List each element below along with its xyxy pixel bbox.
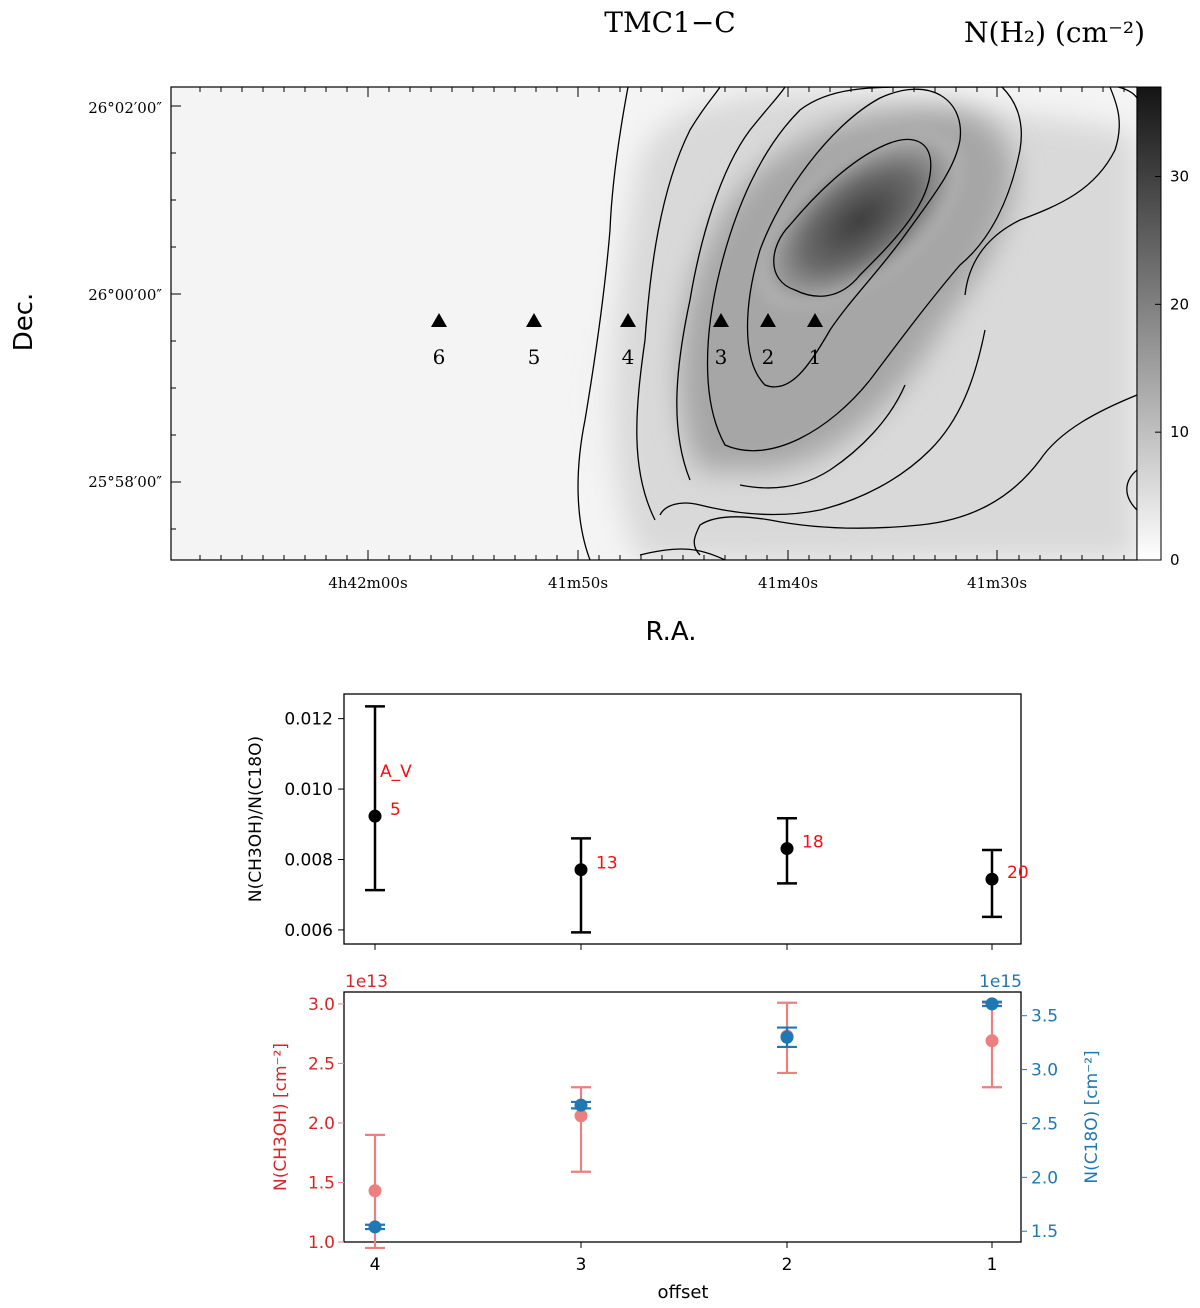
colorbar-tick-label: 20 (1170, 295, 1189, 313)
ratio-point (368, 809, 382, 823)
position-marker (713, 313, 729, 327)
av-annotation: 18 (802, 833, 824, 853)
ch3oh-ytick-label: 1.0 (308, 1233, 335, 1253)
ratio-ytick-label: 0.006 (284, 921, 333, 941)
density-xlabel: offset (658, 1282, 709, 1303)
ch3oh-ytick-label: 1.5 (308, 1173, 335, 1193)
ratio-ytick-label: 0.010 (284, 780, 333, 800)
position-label: 2 (762, 345, 775, 369)
colorbar-tick-label: 10 (1170, 423, 1189, 441)
position-label: 6 (433, 345, 446, 369)
c18o-point (368, 1220, 382, 1234)
density-xtick-label: 3 (576, 1255, 587, 1275)
c18o-ytick-label: 2.5 (1031, 1114, 1058, 1134)
ratio-axis: 0.006 0.008 0.010 0.012 (284, 710, 993, 950)
position-label: 3 (715, 345, 728, 369)
map-xtick-label: 4h42m00s (328, 574, 407, 592)
colorbar (1136, 86, 1162, 561)
position-label: 5 (528, 345, 541, 369)
av-annotation: 5 (390, 800, 401, 820)
map-title: TMC1−C (604, 6, 735, 39)
density-xtick-label: 1 (987, 1255, 998, 1275)
ratio-ytick-label: 0.008 (284, 850, 333, 870)
ch3oh-axis-label: N(CH3OH) [cm⁻²] (271, 1043, 291, 1191)
ratio-marks: 5 13 18 20 (365, 705, 1029, 934)
c18o-ytick-label: 1.5 (1031, 1222, 1058, 1242)
av-annotation: 13 (596, 854, 618, 874)
map-ytick-label: 25°58′00″ (88, 473, 162, 491)
colorbar-title: N(H₂) (cm⁻²) (964, 16, 1145, 49)
position-marker (431, 313, 447, 327)
ratio-point (985, 872, 999, 886)
density-axis: 4 3 2 1 1.0 1.5 2.0 2.5 3.0 1.5 2.0 2.5 3.0 3.5 (308, 995, 1058, 1275)
c18o-point (985, 997, 999, 1011)
density-frame (343, 991, 1022, 1243)
colorbar-ticks: 0 10 20 30 (1155, 167, 1189, 569)
ratio-point (574, 863, 588, 877)
map-image (550, 92, 1137, 560)
position-marker (807, 313, 823, 327)
contour-lines (577, 87, 1137, 560)
ch3oh-point (985, 1034, 999, 1048)
c18o-scale-label: 1e15 (979, 972, 1022, 992)
position-marker (620, 313, 636, 327)
ch3oh-ytick-label: 2.5 (308, 1054, 335, 1074)
map-xlabel: R.A. (646, 617, 697, 647)
ch3oh-scale-label: 1e13 (345, 972, 388, 992)
ch3oh-point (368, 1184, 382, 1198)
ch3oh-ytick-label: 3.0 (308, 995, 335, 1015)
c18o-ytick-label: 3.0 (1031, 1061, 1058, 1081)
c18o-point (574, 1098, 588, 1112)
column-density-map: TMC1−C N(H₂) (cm⁻²) 4h42m00s 4 (9, 6, 1189, 647)
ch3oh-point (574, 1109, 588, 1123)
map-ytick-label: 26°02′00″ (88, 99, 162, 117)
position-label: 1 (809, 345, 822, 369)
density-marks (365, 997, 1002, 1250)
ratio-frame (343, 693, 1022, 945)
c18o-ytick-label: 3.5 (1031, 1007, 1058, 1027)
map-ticks (171, 87, 1125, 560)
column-density-panel: 1e13 1e15 N(CH3OH) [cm⁻²] N(C18O) [cm⁻²]… (271, 972, 1102, 1303)
c18o-point (780, 1030, 794, 1044)
av-annotation: 20 (1007, 863, 1029, 883)
density-xtick-label: 2 (782, 1255, 793, 1275)
map-xtick-label: 41m40s (758, 574, 818, 592)
position-label: 4 (622, 345, 635, 369)
colorbar-tick-label: 0 (1170, 551, 1180, 569)
ratio-ylabel: N(CH3OH)/N(C18O) (246, 736, 266, 902)
ratio-point (780, 842, 794, 856)
density-xtick-label: 4 (370, 1255, 381, 1275)
ch3oh-ytick-label: 2.0 (308, 1114, 335, 1134)
position-markers: 6 5 4 3 2 1 (431, 313, 823, 369)
ratio-ytick-label: 0.012 (284, 710, 333, 730)
colorbar-tick-label: 30 (1170, 167, 1189, 185)
ratio-annotation-header: A_V (380, 762, 412, 782)
position-marker (760, 313, 776, 327)
map-xtick-label: 41m30s (967, 574, 1027, 592)
position-marker (526, 313, 542, 327)
ratio-panel: N(CH3OH)/N(C18O) 0.006 0.008 0.010 0.012 5 1… (246, 693, 1029, 950)
c18o-axis-label: N(C18O) [cm⁻²] (1082, 1050, 1102, 1183)
map-ylabel: Dec. (9, 293, 39, 352)
map-xtick-label: 41m50s (548, 574, 608, 592)
map-ytick-label: 26°00′00″ (88, 286, 162, 304)
c18o-ytick-label: 2.0 (1031, 1168, 1058, 1188)
